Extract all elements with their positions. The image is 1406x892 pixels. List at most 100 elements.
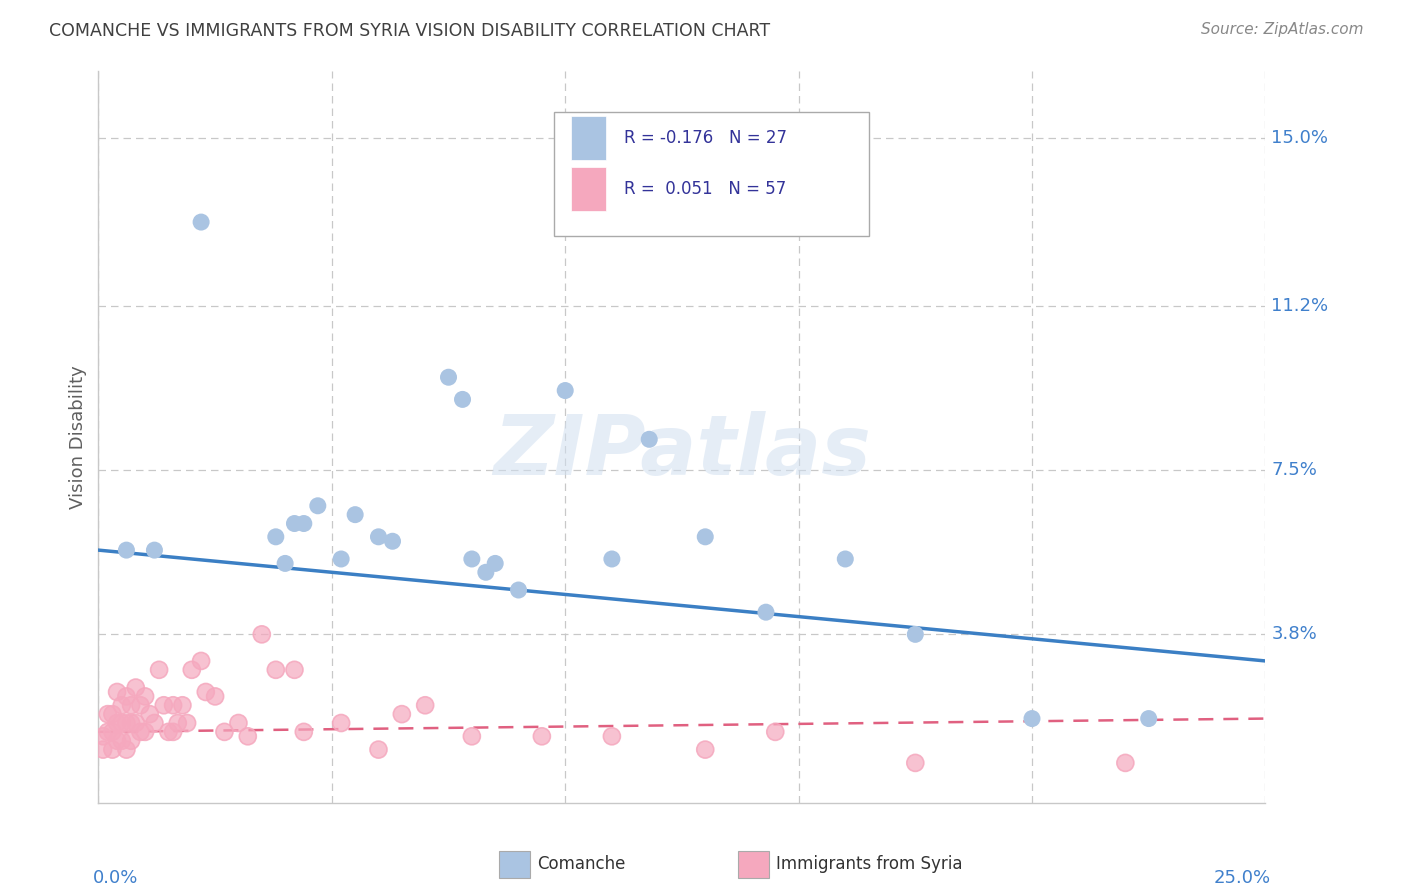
Text: 25.0%: 25.0% [1215, 869, 1271, 887]
Point [97, 707, 120, 722]
Point [152, 698, 174, 713]
Point [461, 729, 484, 743]
Point [148, 663, 170, 677]
Point [157, 724, 180, 739]
Point [176, 716, 198, 731]
Point [367, 530, 389, 544]
Point [139, 707, 162, 722]
Point [129, 698, 152, 713]
Point [105, 733, 128, 747]
Point [190, 654, 212, 668]
Point [330, 716, 353, 731]
Point [1114, 756, 1136, 770]
Point [307, 499, 329, 513]
Point [120, 698, 142, 713]
Point [115, 690, 138, 704]
Text: ZIPatlas: ZIPatlas [494, 411, 870, 492]
Point [292, 516, 315, 531]
Point [228, 716, 250, 731]
Point [162, 698, 184, 713]
Point [475, 566, 498, 580]
Point [120, 698, 142, 713]
Point [125, 681, 148, 695]
Point [139, 707, 162, 722]
Point [381, 534, 404, 549]
Point [367, 742, 389, 756]
Point [162, 724, 184, 739]
Point [111, 733, 134, 747]
Point [143, 716, 166, 731]
Text: 15.0%: 15.0% [1271, 128, 1329, 147]
Text: 3.8%: 3.8% [1271, 625, 1317, 643]
Point [194, 685, 217, 699]
Point [292, 724, 315, 739]
Text: R =  0.051   N = 57: R = 0.051 N = 57 [624, 180, 786, 198]
Point [190, 654, 212, 668]
Point [111, 698, 134, 713]
Point [162, 698, 184, 713]
Point [101, 724, 124, 739]
Point [134, 690, 156, 704]
Point [695, 742, 717, 756]
Point [451, 392, 474, 407]
Point [143, 543, 166, 558]
Text: 11.2%: 11.2% [1271, 297, 1329, 315]
Point [437, 370, 460, 384]
Point [250, 627, 273, 641]
Point [264, 530, 287, 544]
Point [413, 698, 436, 713]
FancyBboxPatch shape [571, 168, 606, 211]
Point [125, 681, 148, 695]
Point [166, 716, 188, 731]
Point [1137, 712, 1160, 726]
Text: Immigrants from Syria: Immigrants from Syria [776, 855, 963, 873]
Point [120, 733, 142, 747]
Point [101, 707, 124, 722]
Point [283, 516, 305, 531]
Point [111, 716, 134, 731]
Point [763, 724, 786, 739]
Point [554, 384, 576, 398]
Point [101, 742, 124, 756]
Point [162, 724, 184, 739]
Point [115, 742, 138, 756]
Point [172, 698, 194, 713]
Point [228, 716, 250, 731]
Point [274, 557, 297, 571]
Point [101, 742, 124, 756]
Point [105, 716, 128, 731]
Point [101, 724, 124, 739]
Point [180, 663, 202, 677]
Point [330, 716, 353, 731]
Point [214, 724, 236, 739]
Point [120, 716, 142, 731]
Point [115, 543, 138, 558]
Point [105, 733, 128, 747]
Point [236, 729, 259, 743]
Text: 7.5%: 7.5% [1271, 461, 1317, 479]
Point [134, 724, 156, 739]
Y-axis label: Vision Disability: Vision Disability [69, 365, 87, 509]
Point [120, 716, 142, 731]
Point [391, 707, 413, 722]
Point [148, 663, 170, 677]
Point [330, 552, 353, 566]
Point [292, 724, 315, 739]
Point [129, 698, 152, 713]
Text: 0.0%: 0.0% [93, 869, 138, 887]
Point [91, 742, 114, 756]
Point [180, 663, 202, 677]
Point [283, 663, 305, 677]
Point [120, 733, 142, 747]
Point [129, 724, 152, 739]
Point [91, 729, 114, 743]
Point [530, 729, 553, 743]
Point [904, 756, 927, 770]
Point [391, 707, 413, 722]
Point [176, 716, 198, 731]
Text: COMANCHE VS IMMIGRANTS FROM SYRIA VISION DISABILITY CORRELATION CHART: COMANCHE VS IMMIGRANTS FROM SYRIA VISION… [49, 22, 770, 40]
Point [461, 552, 484, 566]
Point [194, 685, 217, 699]
Point [134, 724, 156, 739]
Point [638, 432, 661, 446]
